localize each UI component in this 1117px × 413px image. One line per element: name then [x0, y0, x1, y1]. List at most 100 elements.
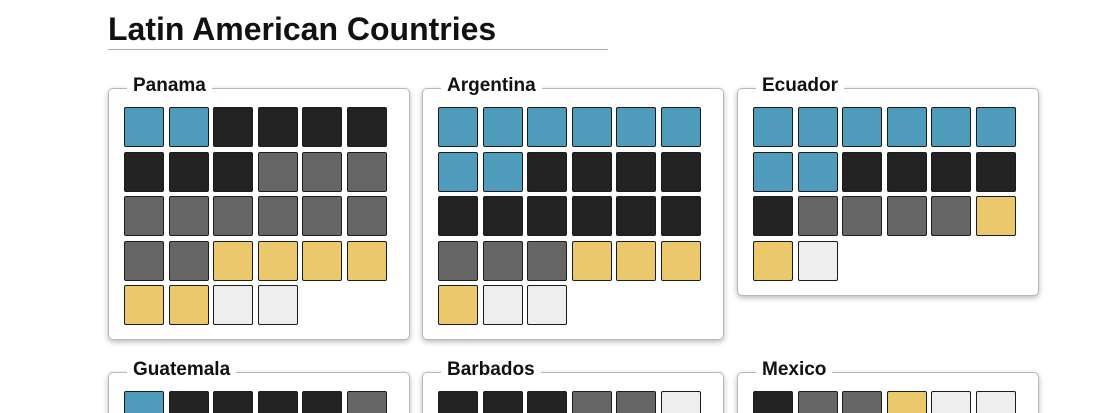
yellow-color-square: [660, 240, 701, 281]
blue-color-square: [527, 107, 567, 147]
country-name: Guatemala: [127, 358, 237, 382]
white-color-square: [213, 285, 253, 325]
blue-color-square: [753, 151, 793, 192]
black-color-square: [931, 151, 971, 192]
blue-color-square: [886, 107, 927, 147]
black-color-square: [213, 391, 253, 413]
gray-color-square: [931, 196, 971, 236]
blue-color-square: [797, 151, 838, 192]
gray-color-square: [302, 151, 342, 192]
black-color-square: [753, 391, 793, 413]
black-color-square: [660, 196, 701, 236]
gray-color-square: [346, 196, 387, 236]
color-square-grid: [753, 107, 1016, 281]
black-color-square: [482, 196, 523, 236]
blue-color-square: [124, 391, 164, 413]
yellow-color-square: [886, 391, 927, 413]
gray-color-square: [213, 196, 253, 236]
black-color-square: [438, 391, 478, 413]
gray-color-square: [842, 196, 882, 236]
gray-color-square: [886, 196, 927, 236]
black-color-square: [571, 196, 612, 236]
yellow-color-square: [346, 240, 387, 281]
color-square-grid: [438, 391, 701, 413]
color-square-grid: [438, 107, 701, 325]
blue-color-square: [931, 107, 971, 147]
country-card-barbados: Barbados: [422, 358, 724, 413]
black-color-square: [257, 391, 298, 413]
blue-color-square: [975, 107, 1016, 147]
country-card-mexico: Mexico: [737, 358, 1039, 413]
gray-color-square: [168, 196, 209, 236]
gray-color-square: [124, 196, 164, 236]
white-color-square: [527, 285, 567, 325]
black-color-square: [660, 151, 701, 192]
gray-color-square: [257, 196, 298, 236]
country-card-argentina: Argentina: [422, 74, 724, 340]
black-color-square: [886, 151, 927, 192]
white-color-square: [660, 391, 701, 413]
country-card-panama: Panama: [108, 74, 410, 340]
black-color-square: [213, 107, 253, 147]
country-name: Argentina: [441, 74, 542, 98]
black-color-square: [346, 107, 387, 147]
black-color-square: [302, 107, 342, 147]
gray-color-square: [346, 391, 387, 413]
yellow-color-square: [257, 240, 298, 281]
country-name: Mexico: [756, 358, 833, 382]
white-color-square: [797, 240, 838, 281]
yellow-color-square: [124, 285, 164, 325]
yellow-color-square: [571, 240, 612, 281]
black-color-square: [124, 151, 164, 192]
blue-color-square: [616, 107, 656, 147]
country-name: Ecuador: [756, 74, 845, 98]
black-color-square: [168, 391, 209, 413]
black-color-square: [975, 151, 1016, 192]
black-color-square: [438, 196, 478, 236]
white-color-square: [975, 391, 1016, 413]
color-square-grid: [124, 391, 387, 413]
gray-color-square: [168, 240, 209, 281]
black-color-square: [257, 107, 298, 147]
blue-color-square: [438, 151, 478, 192]
gray-color-square: [571, 391, 612, 413]
blue-color-square: [753, 107, 793, 147]
gray-color-square: [616, 391, 656, 413]
blue-color-square: [482, 151, 523, 192]
blue-color-square: [842, 107, 882, 147]
white-color-square: [257, 285, 298, 325]
black-color-square: [527, 391, 567, 413]
black-color-square: [616, 151, 656, 192]
color-square-grid: [124, 107, 387, 325]
gray-color-square: [797, 196, 838, 236]
gray-color-square: [527, 240, 567, 281]
gray-color-square: [302, 196, 342, 236]
blue-color-square: [482, 107, 523, 147]
yellow-color-square: [168, 285, 209, 325]
blue-color-square: [438, 107, 478, 147]
yellow-color-square: [616, 240, 656, 281]
color-square-grid: [753, 391, 1016, 413]
country-name: Panama: [127, 74, 212, 98]
country-card-guatemala: Guatemala: [108, 358, 410, 413]
yellow-color-square: [438, 285, 478, 325]
blue-color-square: [124, 107, 164, 147]
yellow-color-square: [753, 240, 793, 281]
blue-color-square: [168, 107, 209, 147]
country-name: Barbados: [441, 358, 541, 382]
black-color-square: [527, 196, 567, 236]
gray-color-square: [842, 391, 882, 413]
white-color-square: [482, 285, 523, 325]
gray-color-square: [124, 240, 164, 281]
black-color-square: [527, 151, 567, 192]
gray-color-square: [257, 151, 298, 192]
blue-color-square: [797, 107, 838, 147]
blue-color-square: [660, 107, 701, 147]
gray-color-square: [482, 240, 523, 281]
black-color-square: [753, 196, 793, 236]
yellow-color-square: [975, 196, 1016, 236]
gray-color-square: [438, 240, 478, 281]
black-color-square: [482, 391, 523, 413]
black-color-square: [168, 151, 209, 192]
